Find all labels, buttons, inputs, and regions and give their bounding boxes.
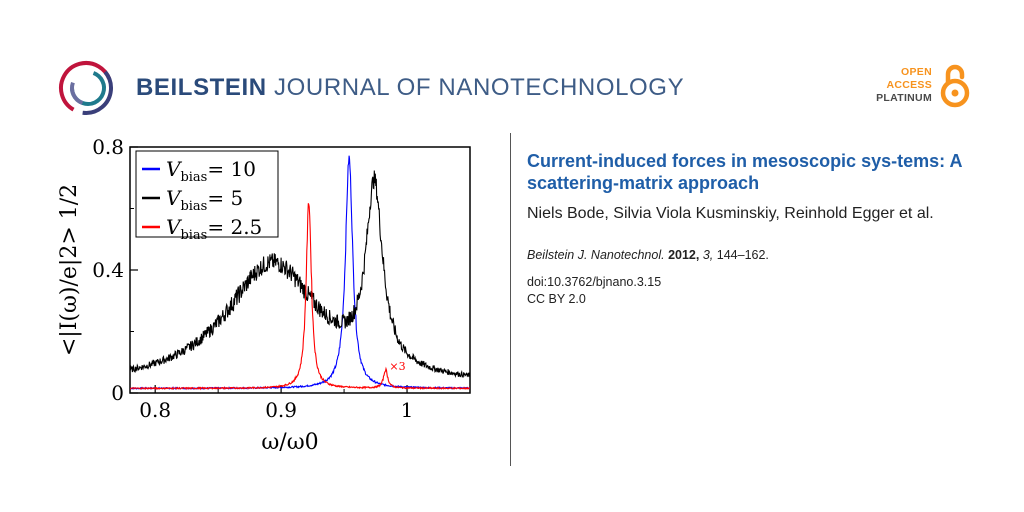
legend-label: Vbias= 10 — [166, 157, 256, 185]
legend-label: Vbias= 2.5 — [166, 215, 262, 243]
article-license[interactable]: CC BY 2.0 — [527, 292, 586, 306]
y-tick-label: 0.4 — [92, 258, 124, 282]
journal-title-rest: JOURNAL OF NANOTECHNOLOGY — [274, 74, 685, 101]
series-line-2 — [130, 170, 470, 379]
article-title[interactable]: Current-induced forces in mesoscopic sys… — [527, 151, 962, 193]
header: BEILSTEIN JOURNAL OF NANOTECHNOLOGY OPEN… — [0, 0, 1024, 120]
citation-journal: Beilstein J. Nanotechnol. — [527, 248, 665, 262]
x-axis-label: ω/ω0 — [261, 430, 318, 455]
y-axis-label: <|I(ω)/e|2> 1/2 — [57, 184, 82, 356]
open-access-badge[interactable]: OPEN ACCESS PLATINUM — [872, 64, 982, 110]
oa-access-label: ACCESS — [886, 79, 932, 91]
y-tick-label: 0 — [111, 381, 124, 405]
beilstein-logo-icon[interactable] — [58, 60, 114, 116]
series-line-3 — [130, 203, 470, 391]
oa-open-label: OPEN — [901, 66, 932, 78]
y-tick-label: 0.8 — [92, 135, 124, 159]
citation-volume: 3, — [702, 248, 714, 262]
article-doi[interactable]: doi:10.3762/bjnano.3.15 — [527, 275, 662, 289]
article-info: Current-induced forces in mesoscopic sys… — [527, 150, 987, 308]
annotation-x3: ×3 — [389, 360, 405, 373]
legend-label: Vbias= 5 — [166, 186, 243, 214]
open-access-text: OPEN ACCESS PLATINUM — [876, 66, 932, 105]
current-noise-chart: 0.8 0.9 1 0 0.4 0.8 ω/ω0 <|I(ω)/e|2> 1/2 ×3 Vbias… — [57, 135, 471, 455]
citation-pages: 144–162. — [716, 248, 769, 262]
article-citation: Beilstein J. Nanotechnol. 2012, 3, 144–1… — [527, 248, 987, 262]
x-tick-label: 1 — [401, 398, 414, 422]
article-authors: Niels Bode, Silvia Viola Kusminskiy, Rei… — [527, 205, 934, 222]
x-tick-label: 0.8 — [139, 398, 171, 422]
legend-box — [135, 150, 279, 238]
journal-title[interactable]: BEILSTEIN JOURNAL OF NANOTECHNOLOGY — [136, 74, 684, 102]
journal-title-bold: BEILSTEIN — [136, 74, 267, 101]
open-lock-icon — [940, 64, 970, 108]
vertical-divider — [510, 133, 511, 466]
citation-year: 2012, — [668, 248, 700, 262]
x-tick-label: 0.9 — [265, 398, 297, 422]
oa-platinum-label: PLATINUM — [876, 92, 932, 104]
